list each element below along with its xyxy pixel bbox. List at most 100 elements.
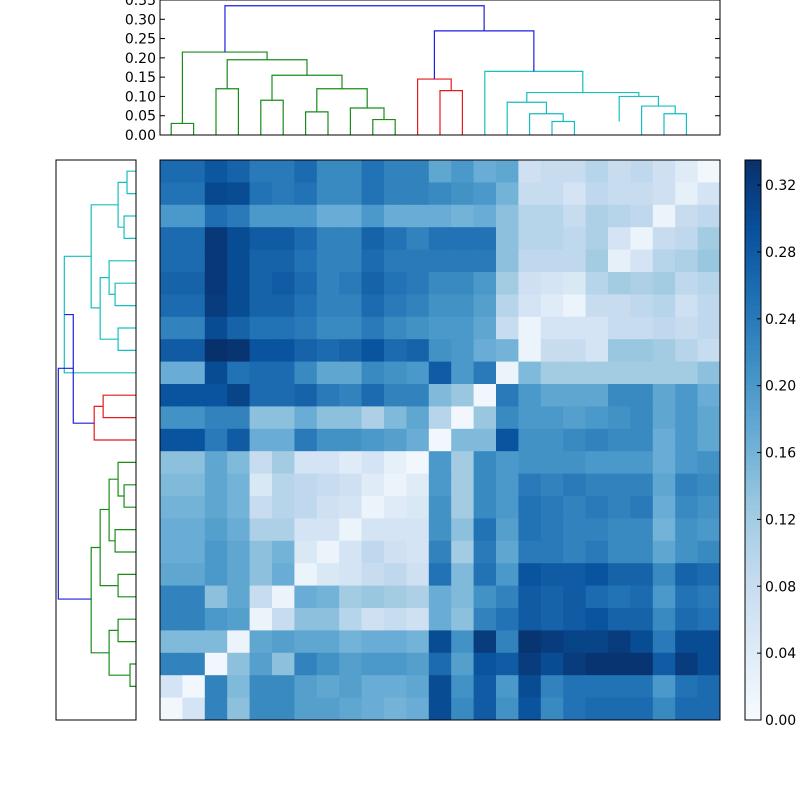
heatmap-cell	[272, 316, 295, 340]
heatmap-cell	[697, 361, 721, 385]
colorbar-segment	[745, 470, 761, 476]
heatmap-cell	[204, 563, 228, 587]
heatmap-cell	[204, 249, 228, 273]
heatmap-cell	[406, 585, 430, 609]
heatmap-cell	[675, 608, 699, 631]
heatmap-cell	[428, 496, 452, 519]
heatmap-cell	[451, 294, 475, 318]
heatmap-cell	[630, 630, 654, 654]
heatmap-cell	[316, 652, 340, 676]
heatmap-cell	[675, 384, 699, 407]
heatmap-cell	[496, 608, 519, 631]
heatmap-cell	[608, 204, 631, 228]
heatmap-cell	[496, 518, 519, 542]
top-axis-tick-label: 0.35	[125, 0, 156, 9]
colorbar-segment	[745, 165, 761, 171]
heatmap-cell	[406, 563, 430, 587]
heatmap-cell	[227, 496, 251, 519]
colorbar-segment	[745, 625, 761, 631]
heatmap-cell	[428, 451, 452, 475]
heatmap-cell	[697, 630, 721, 654]
heatmap-cell	[675, 204, 699, 228]
heatmap-cell	[496, 249, 519, 273]
heatmap-cell	[294, 227, 318, 251]
colorbar-segment	[745, 500, 761, 506]
colorbar-segment	[745, 600, 761, 606]
heatmap-cell	[428, 272, 452, 295]
heatmap-cell	[406, 451, 430, 475]
heatmap-cell	[361, 697, 385, 721]
heatmap-cell	[697, 608, 721, 631]
heatmap-cell	[384, 697, 407, 721]
heatmap-cell	[160, 249, 183, 273]
heatmap-cell	[585, 608, 609, 631]
heatmap-cell	[608, 272, 631, 295]
heatmap-cell	[361, 675, 385, 699]
heatmap-cell	[361, 473, 385, 497]
heatmap-cell	[182, 272, 206, 295]
heatmap-cell	[361, 585, 385, 609]
heatmap-cell	[361, 272, 385, 295]
heatmap-cell	[585, 540, 609, 564]
heatmap-cell	[406, 182, 430, 206]
heatmap-cell	[316, 675, 340, 699]
heatmap-cell	[316, 361, 340, 385]
heatmap-cell	[384, 563, 407, 587]
colorbar-segment	[745, 345, 761, 351]
heatmap-cell	[652, 406, 676, 430]
heatmap-cell	[204, 272, 228, 295]
heatmap-cell	[518, 652, 542, 676]
heatmap-cell	[563, 204, 587, 228]
left-dendrogram-link	[114, 529, 136, 553]
heatmap-cell	[384, 496, 407, 519]
heatmap-cell	[182, 496, 206, 519]
heatmap-cell	[316, 294, 340, 318]
heatmap-cell	[160, 384, 183, 407]
heatmap-cell	[473, 675, 497, 699]
left-dendrogram-link	[123, 484, 136, 508]
heatmap-cell	[652, 339, 676, 363]
heatmap-cell	[272, 451, 295, 475]
heatmap-cell	[272, 540, 295, 564]
colorbar-segment	[745, 305, 761, 311]
heatmap-cell	[518, 697, 542, 721]
heatmap-cell	[204, 518, 228, 542]
heatmap-cell	[496, 585, 519, 609]
heatmap-cell	[675, 182, 699, 206]
heatmap-cell	[697, 160, 721, 183]
heatmap-cell	[697, 563, 721, 587]
colorbar-segment	[745, 465, 761, 471]
heatmap-cell	[675, 160, 699, 183]
heatmap-cell	[563, 182, 587, 206]
heatmap-cell	[540, 316, 564, 340]
top-dendrogram-link	[260, 99, 284, 135]
heatmap-cell	[652, 675, 676, 699]
heatmap-cell	[294, 428, 318, 452]
heatmap-cell	[227, 518, 251, 542]
heatmap-cell	[451, 652, 475, 676]
colorbar-segment	[745, 180, 761, 186]
heatmap-cell	[675, 652, 699, 676]
colorbar-segment	[745, 185, 761, 191]
heatmap-cell	[227, 697, 251, 721]
heatmap-cell	[451, 563, 475, 587]
heatmap-cell	[227, 272, 251, 295]
heatmap-cell	[451, 272, 475, 295]
heatmap-cell	[339, 227, 363, 251]
heatmap-cell	[272, 585, 295, 609]
colorbar-segment	[745, 170, 761, 176]
heatmap-cell	[652, 630, 676, 654]
heatmap-cell	[204, 204, 228, 228]
heatmap-cell	[675, 473, 699, 497]
heatmap-cell	[697, 227, 721, 251]
heatmap-cell	[496, 406, 519, 430]
heatmap-cell	[272, 339, 295, 363]
heatmap-cell	[182, 451, 206, 475]
heatmap-cell	[585, 294, 609, 318]
heatmap-cell	[585, 697, 609, 721]
heatmap-cell	[272, 518, 295, 542]
heatmap-cell	[451, 518, 475, 542]
heatmap-cell	[406, 316, 430, 340]
colorbar-segment	[745, 290, 761, 296]
top-dendrogram-link	[215, 88, 239, 135]
